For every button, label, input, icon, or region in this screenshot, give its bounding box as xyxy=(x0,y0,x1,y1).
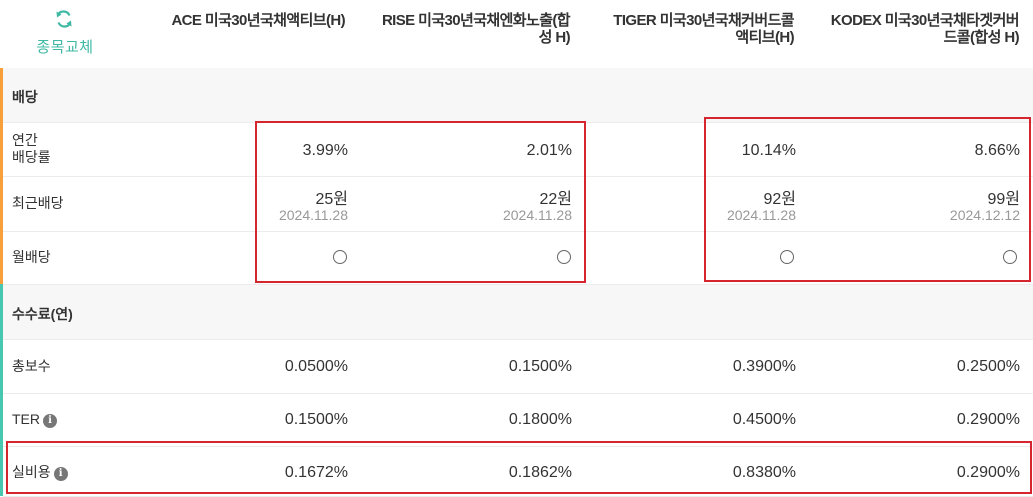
comparison-header: 종목교체 ACE 미국30년국채액티브(H) RISE 미국30년국채엔화노출(… xyxy=(0,0,1033,69)
annual-yield-label: 연간 배당률 xyxy=(12,132,51,166)
annual-yield-label-line2: 배당률 xyxy=(12,149,51,165)
annual-yield-value: 3.99% xyxy=(302,142,348,159)
monthly-dividend-label: 월배당 xyxy=(12,249,51,265)
dividend-section-bar xyxy=(0,68,3,284)
recent-dividend-row: 최근배당 25원 2024.11.28 22원 2024.11.28 92원 2… xyxy=(3,177,1033,232)
actual-cost-value: 0.2900% xyxy=(956,464,1020,481)
total-fee-row: 총보수 0.0500% 0.1500% 0.3900% 0.2500% xyxy=(3,340,1033,394)
annual-yield-row: 연간 배당률 3.99% 2.01% 10.14% 8.66% xyxy=(3,123,1033,177)
recent-dividend-date: 2024.11.28 xyxy=(502,207,572,223)
fees-section-bar xyxy=(0,284,3,496)
column-header-tiger-line2: 액티브(H) xyxy=(735,29,794,46)
refresh-icon xyxy=(56,10,72,28)
recent-dividend-date: 2024.11.28 xyxy=(278,207,348,223)
column-header-kodex-line1: KODEX 미국30년국채타겟커버 xyxy=(830,12,1020,29)
dividend-section-title: 배당 xyxy=(12,89,38,105)
actual-cost-value: 0.1672% xyxy=(284,464,348,481)
ter-value: 0.1800% xyxy=(508,411,572,428)
dividend-section-header: 배당 xyxy=(3,68,1033,123)
annual-yield-value: 2.01% xyxy=(526,142,572,159)
annual-yield-label-line1: 연간 xyxy=(12,132,38,148)
recent-dividend-date: 2024.12.12 xyxy=(949,207,1020,223)
ter-value: 0.4500% xyxy=(732,411,796,428)
column-header-ace-line1: ACE 미국30년국채액티브(H) xyxy=(171,12,345,29)
column-header-tiger[interactable]: TIGER 미국30년국채커버드콜 액티브(H) xyxy=(564,12,794,46)
info-icon[interactable]: i xyxy=(53,467,68,481)
actual-cost-row: 실비용 i 0.1672% 0.1862% 0.8380% 0.2900% xyxy=(3,447,1033,497)
fees-section-title: 수수료(연) xyxy=(12,306,73,322)
ter-label-group: TER i xyxy=(12,411,57,428)
recent-dividend-amount: 25원 xyxy=(315,191,348,208)
monthly-dividend-indicator xyxy=(333,250,347,264)
column-header-kodex-line2: 드콜(합성 H) xyxy=(943,29,1020,46)
actual-cost-label-group: 실비용 i xyxy=(12,464,68,481)
monthly-dividend-row: 월배당 xyxy=(3,232,1033,285)
ter-label: TER xyxy=(12,411,40,427)
total-fee-value: 0.3900% xyxy=(732,358,796,375)
column-header-rise-line2: 성 H) xyxy=(538,29,571,46)
monthly-dividend-indicator xyxy=(1003,250,1017,264)
recent-dividend-date: 2024.11.28 xyxy=(726,207,796,223)
recent-dividend-label: 최근배당 xyxy=(12,195,64,211)
info-icon[interactable]: i xyxy=(43,414,57,428)
total-fee-value: 0.1500% xyxy=(508,358,572,375)
highlight-box-actual-cost xyxy=(6,441,1032,494)
column-header-ace[interactable]: ACE 미국30년국채액티브(H) xyxy=(115,12,345,29)
recent-dividend-amount: 92원 xyxy=(763,191,796,208)
total-fee-value: 0.2500% xyxy=(956,358,1020,375)
actual-cost-label: 실비용 xyxy=(12,464,51,480)
column-header-tiger-line1: TIGER 미국30년국채커버드콜 xyxy=(613,12,794,29)
recent-dividend-amount: 22원 xyxy=(539,191,572,208)
column-header-rise[interactable]: RISE 미국30년국채엔화노출(합 성 H) xyxy=(340,12,571,46)
highlight-box-dividend-ace-rise xyxy=(255,121,586,283)
actual-cost-value: 0.8380% xyxy=(732,464,796,481)
annual-yield-value: 8.66% xyxy=(974,142,1020,159)
actual-cost-value: 0.1862% xyxy=(508,464,572,481)
ter-row: TER i 0.1500% 0.1800% 0.4500% 0.2900% xyxy=(3,394,1033,447)
total-fee-label: 총보수 xyxy=(12,358,51,374)
annual-yield-value: 10.14% xyxy=(741,142,796,159)
column-header-rise-line1: RISE 미국30년국채엔화노출(합 xyxy=(381,12,571,29)
highlight-box-dividend-tiger-kodex xyxy=(704,117,1031,282)
ter-value: 0.1500% xyxy=(284,411,348,428)
total-fee-value: 0.0500% xyxy=(284,358,348,375)
recent-dividend-amount: 99원 xyxy=(987,191,1020,208)
swap-stocks-button[interactable]: 종목교체 xyxy=(0,0,130,68)
monthly-dividend-indicator xyxy=(557,250,571,264)
column-header-kodex[interactable]: KODEX 미국30년국채타겟커버 드콜(합성 H) xyxy=(789,12,1020,46)
monthly-dividend-indicator xyxy=(780,250,794,264)
fees-section-header: 수수료(연) xyxy=(3,285,1033,340)
swap-stocks-label: 종목교체 xyxy=(36,39,94,56)
ter-value: 0.2900% xyxy=(956,411,1020,428)
